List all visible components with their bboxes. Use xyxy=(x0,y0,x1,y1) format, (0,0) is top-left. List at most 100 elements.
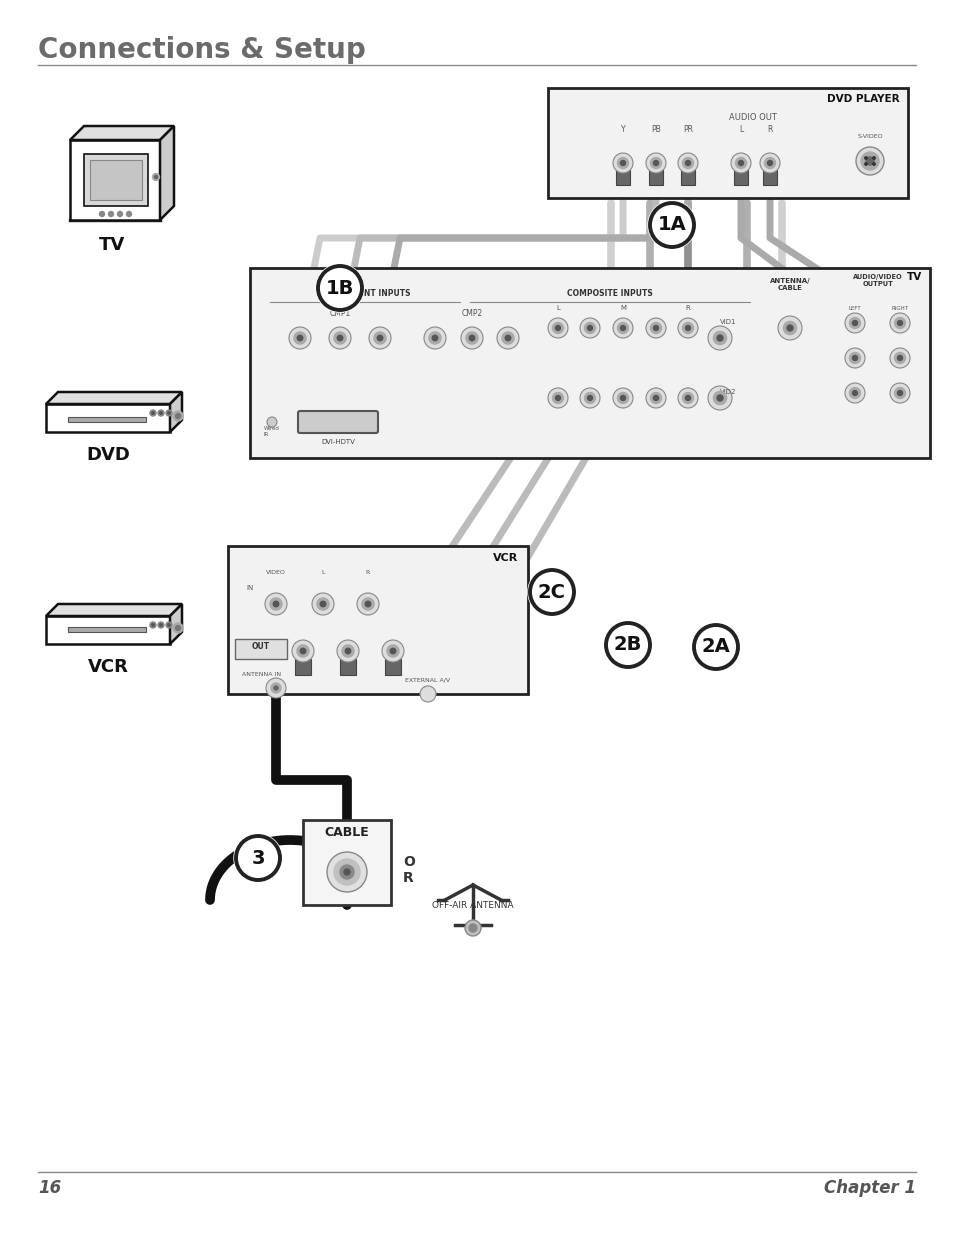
Text: M: M xyxy=(619,305,625,311)
Circle shape xyxy=(889,348,909,368)
Circle shape xyxy=(555,326,560,331)
Text: R: R xyxy=(766,125,772,135)
Text: 2B: 2B xyxy=(613,636,641,655)
Circle shape xyxy=(361,598,374,610)
Text: L: L xyxy=(739,125,742,135)
Circle shape xyxy=(872,157,874,159)
Circle shape xyxy=(345,648,351,653)
Circle shape xyxy=(390,648,395,653)
Circle shape xyxy=(619,161,625,165)
Circle shape xyxy=(158,410,164,416)
Text: 16: 16 xyxy=(38,1179,61,1197)
Circle shape xyxy=(605,622,649,667)
Text: Chapter 1: Chapter 1 xyxy=(823,1179,915,1197)
Circle shape xyxy=(848,317,860,329)
Circle shape xyxy=(334,860,359,885)
Circle shape xyxy=(469,335,475,341)
Circle shape xyxy=(316,598,329,610)
Polygon shape xyxy=(46,616,170,643)
Bar xyxy=(385,658,400,676)
Bar xyxy=(680,170,695,185)
Text: CMP1: CMP1 xyxy=(329,309,351,317)
Circle shape xyxy=(889,383,909,403)
Circle shape xyxy=(579,388,599,408)
Text: DVD PLAYER: DVD PLAYER xyxy=(826,94,899,104)
Text: R: R xyxy=(366,571,370,576)
Circle shape xyxy=(848,352,860,363)
Text: LEFT: LEFT xyxy=(848,306,861,311)
Bar xyxy=(762,170,776,185)
Circle shape xyxy=(152,173,159,180)
Bar xyxy=(68,627,146,632)
Circle shape xyxy=(387,645,398,657)
Circle shape xyxy=(587,326,592,331)
Text: Wired
IR: Wired IR xyxy=(264,426,279,437)
Circle shape xyxy=(786,325,792,331)
Bar xyxy=(733,170,747,185)
Text: DVI-HDTV: DVI-HDTV xyxy=(321,438,355,445)
Circle shape xyxy=(645,153,665,173)
Circle shape xyxy=(175,414,180,419)
Circle shape xyxy=(432,335,437,341)
Circle shape xyxy=(691,622,740,671)
Circle shape xyxy=(464,920,480,936)
Circle shape xyxy=(782,321,796,335)
Circle shape xyxy=(707,387,731,410)
Circle shape xyxy=(889,312,909,333)
Circle shape xyxy=(271,683,281,693)
Circle shape xyxy=(584,393,595,404)
Circle shape xyxy=(650,322,660,333)
Circle shape xyxy=(617,322,628,333)
Circle shape xyxy=(334,332,346,345)
Bar xyxy=(648,170,662,185)
Circle shape xyxy=(645,388,665,408)
Text: AUDIO/VIDEO
OUTPUT: AUDIO/VIDEO OUTPUT xyxy=(852,274,902,287)
Polygon shape xyxy=(46,604,182,616)
Circle shape xyxy=(160,624,162,626)
Circle shape xyxy=(678,153,698,173)
Circle shape xyxy=(603,621,651,669)
Circle shape xyxy=(763,158,775,168)
Circle shape xyxy=(374,332,386,345)
Polygon shape xyxy=(170,391,182,432)
Circle shape xyxy=(617,393,628,404)
Circle shape xyxy=(315,264,364,312)
Text: ANTENNA IN: ANTENNA IN xyxy=(242,672,281,677)
Circle shape xyxy=(166,410,172,416)
Circle shape xyxy=(297,335,302,341)
Circle shape xyxy=(154,175,157,179)
Circle shape xyxy=(160,411,162,414)
Circle shape xyxy=(339,864,354,879)
Polygon shape xyxy=(84,154,148,206)
Circle shape xyxy=(738,161,742,165)
Bar xyxy=(228,546,527,694)
Circle shape xyxy=(320,601,325,606)
Circle shape xyxy=(152,624,154,626)
Circle shape xyxy=(767,161,772,165)
Circle shape xyxy=(649,203,693,247)
Circle shape xyxy=(267,417,276,427)
Circle shape xyxy=(469,924,476,932)
Text: TV: TV xyxy=(905,272,921,282)
Circle shape xyxy=(235,836,280,881)
Bar xyxy=(547,88,907,198)
Circle shape xyxy=(587,395,592,400)
Polygon shape xyxy=(170,604,182,643)
Circle shape xyxy=(863,163,866,165)
Circle shape xyxy=(584,322,595,333)
Circle shape xyxy=(852,321,857,326)
Circle shape xyxy=(653,161,658,165)
Text: DVD: DVD xyxy=(86,446,130,464)
Circle shape xyxy=(645,317,665,338)
Circle shape xyxy=(865,157,873,165)
Circle shape xyxy=(312,593,334,615)
Circle shape xyxy=(778,316,801,340)
Text: VCR: VCR xyxy=(493,553,517,563)
Text: EXTERNAL A/V: EXTERNAL A/V xyxy=(405,677,450,682)
Circle shape xyxy=(647,201,696,249)
Circle shape xyxy=(172,411,183,421)
Text: 2A: 2A xyxy=(700,637,730,657)
Circle shape xyxy=(289,327,311,350)
Circle shape xyxy=(381,640,403,662)
Circle shape xyxy=(685,161,690,165)
